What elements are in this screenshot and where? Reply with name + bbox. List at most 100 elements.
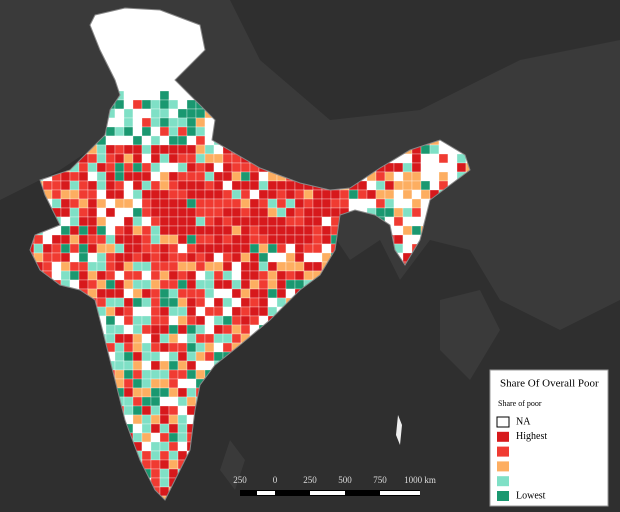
scale-label: 0 [273, 475, 278, 485]
district [186, 333, 197, 344]
district [159, 414, 170, 425]
district [96, 153, 107, 164]
district [177, 369, 188, 380]
district [186, 207, 197, 218]
district [105, 54, 116, 65]
district [132, 144, 143, 155]
district [240, 306, 251, 317]
district [393, 216, 404, 227]
district [123, 108, 134, 119]
district [132, 180, 143, 191]
district [321, 234, 332, 245]
district [258, 171, 269, 182]
district [132, 306, 143, 317]
district [204, 153, 215, 164]
district [123, 342, 134, 353]
district [78, 180, 89, 191]
district [168, 288, 179, 299]
district [123, 9, 134, 20]
district [402, 243, 413, 254]
district [222, 162, 233, 173]
district [231, 171, 242, 182]
district [177, 135, 188, 146]
district [96, 27, 107, 38]
district [141, 144, 152, 155]
district [150, 27, 161, 38]
district [141, 180, 152, 191]
district [105, 216, 116, 227]
district [249, 234, 260, 245]
district [141, 135, 152, 146]
district [204, 189, 215, 200]
district [78, 252, 89, 263]
district [123, 18, 134, 29]
district [159, 144, 170, 155]
district [321, 207, 332, 218]
legend-swatch [497, 491, 509, 501]
district [159, 27, 170, 38]
district [105, 180, 116, 191]
district [420, 180, 431, 191]
district [186, 252, 197, 263]
district [123, 234, 134, 245]
district [141, 63, 152, 74]
district [141, 396, 152, 407]
district [159, 54, 170, 65]
district [240, 270, 251, 281]
district [186, 351, 197, 362]
district [123, 99, 134, 110]
district [429, 162, 440, 173]
district [276, 252, 287, 263]
district [141, 18, 152, 29]
district [186, 378, 197, 389]
district [159, 261, 170, 272]
district [123, 153, 134, 164]
district [87, 225, 98, 236]
district [168, 414, 179, 425]
district [150, 234, 161, 245]
district [186, 387, 197, 398]
district [114, 342, 125, 353]
district [213, 279, 224, 290]
district [285, 180, 296, 191]
district [96, 207, 107, 218]
district [60, 171, 71, 182]
district [123, 324, 134, 335]
district [69, 234, 80, 245]
district [177, 108, 188, 119]
district [402, 198, 413, 209]
district [312, 252, 323, 263]
district [51, 243, 62, 254]
district [303, 225, 314, 236]
district [213, 342, 224, 353]
district [213, 288, 224, 299]
district [159, 288, 170, 299]
district [168, 423, 179, 434]
district [141, 234, 152, 245]
district [168, 270, 179, 281]
district [123, 63, 134, 74]
district [168, 198, 179, 209]
district [393, 180, 404, 191]
district [231, 324, 242, 335]
district [123, 243, 134, 254]
district [168, 225, 179, 236]
district [267, 180, 278, 191]
district [384, 189, 395, 200]
district [204, 243, 215, 254]
district [186, 153, 197, 164]
district [150, 198, 161, 209]
district [132, 36, 143, 47]
district [177, 342, 188, 353]
district [177, 351, 188, 362]
district [186, 144, 197, 155]
district [222, 297, 233, 308]
district [132, 342, 143, 353]
district [321, 225, 332, 236]
district [177, 27, 188, 38]
district [150, 189, 161, 200]
district [159, 135, 170, 146]
district [168, 135, 179, 146]
district [195, 306, 206, 317]
district [96, 234, 107, 245]
